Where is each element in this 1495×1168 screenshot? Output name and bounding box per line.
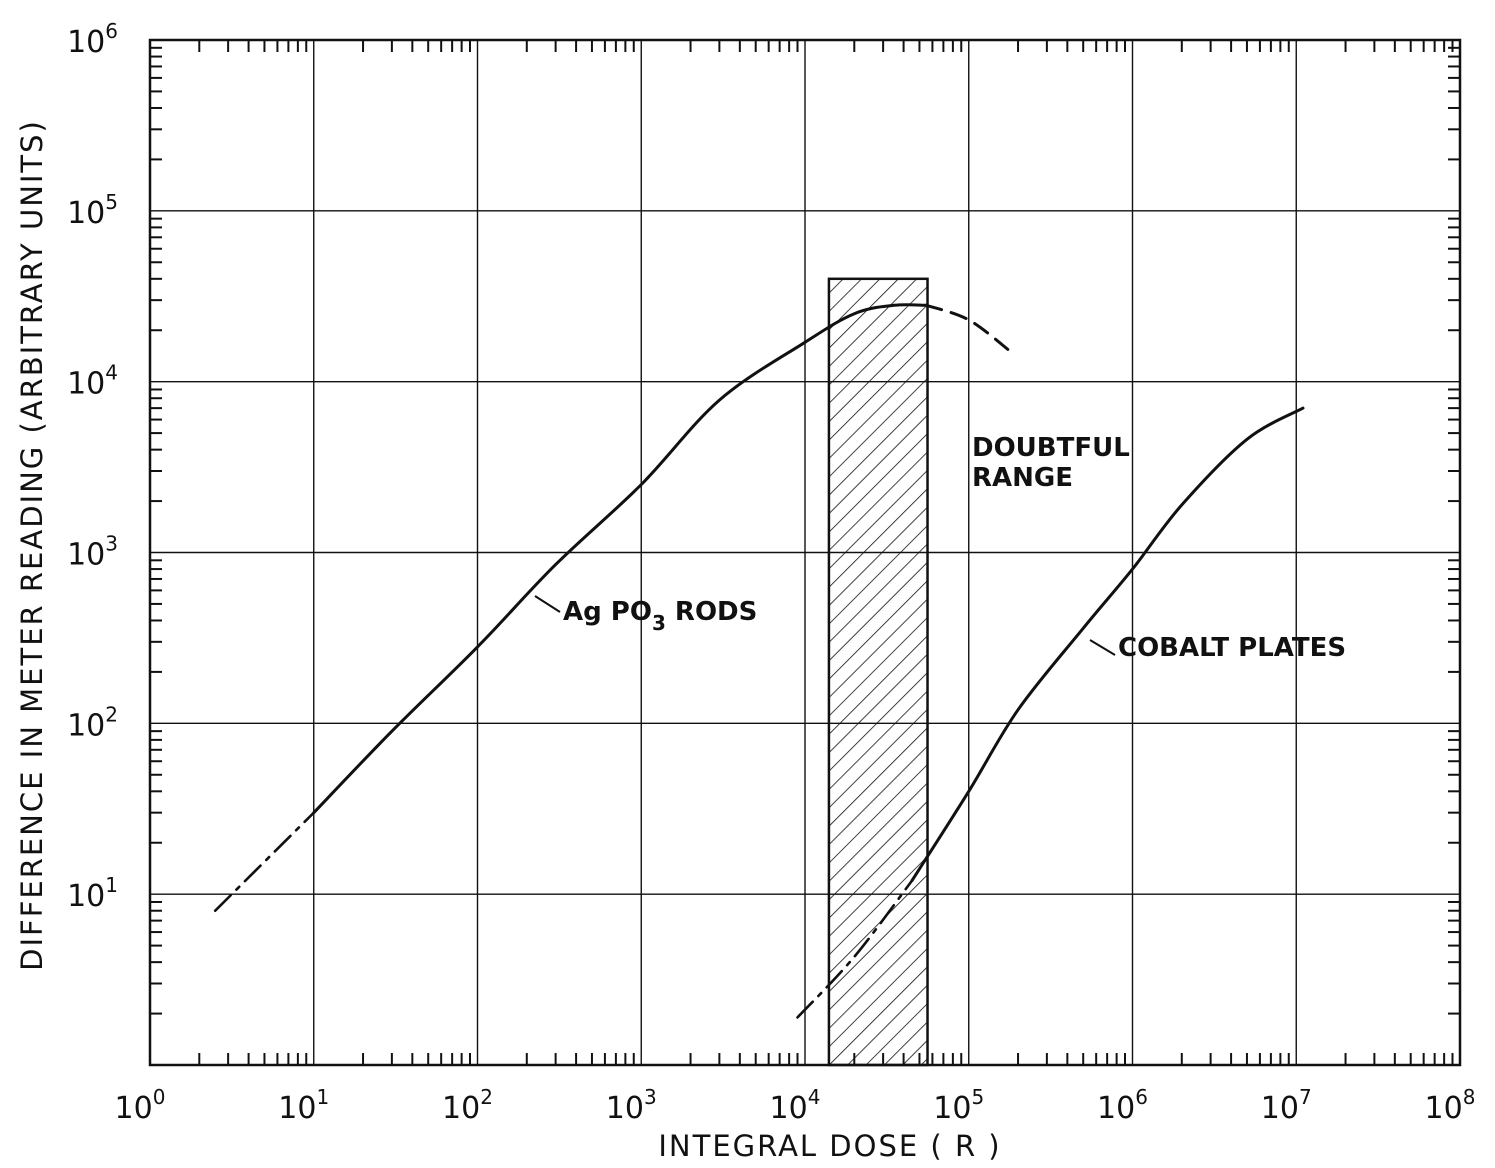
plot-frame [148,38,1462,1067]
cobalt-curve-extrapolated-low [796,879,914,1019]
cobalt-label: COBALT PLATES [1118,633,1346,663]
y-tick-label: 105 [67,190,118,231]
minor-ticks [150,40,1460,1065]
x-tick-label: 102 [442,1085,493,1126]
x-tick-label: 106 [1097,1085,1148,1126]
cobalt-curve-measured [910,406,1305,883]
agpo3-curve-extrapolated-high [924,303,1013,354]
svg-text:Ag PO3 RODS: Ag PO3 RODS [563,597,757,635]
curves [213,303,1305,1019]
agpo3-series-label: Ag PO3 RODS [534,595,757,635]
x-tick-label: 107 [1261,1085,1312,1126]
x-tick-label: 100 [115,1085,166,1126]
y-tick-label: 101 [67,873,118,914]
x-tick-labels: 100 101 102 103 104 105 106 107 108 [115,1085,1476,1126]
doubtful-range-label-line1: DOUBTFUL [972,433,1130,463]
x-tick-label: 104 [770,1085,821,1126]
y-tick-labels: 101 102 103 104 105 106 [67,19,118,914]
doubtful-range-region [827,277,929,1067]
agpo3-label-tail: RODS [666,597,757,627]
doubtful-range-label-line2: RANGE [972,463,1073,493]
agpo3-label-main: Ag PO [563,597,652,627]
grid [150,40,1460,1065]
y-axis-label: DIFFERENCE IN METER READING (ARBITRARY U… [15,119,49,971]
x-tick-label: 101 [278,1085,329,1126]
y-tick-label: 104 [67,361,118,402]
x-tick-label: 103 [606,1085,657,1126]
x-axis-label: INTEGRAL DOSE ( R ) [658,1129,1001,1163]
y-tick-label: 103 [67,532,118,573]
cobalt-series-label: COBALT PLATES [1089,633,1346,663]
x-tick-label: 105 [933,1085,984,1126]
agpo3-curve-measured [312,303,928,815]
agpo3-label-subscript: 3 [652,611,666,635]
y-tick-label: 102 [67,702,118,743]
y-tick-label: 106 [67,19,118,60]
agpo3-curve-extrapolated-low [213,811,316,912]
x-tick-label: 108 [1425,1085,1476,1126]
